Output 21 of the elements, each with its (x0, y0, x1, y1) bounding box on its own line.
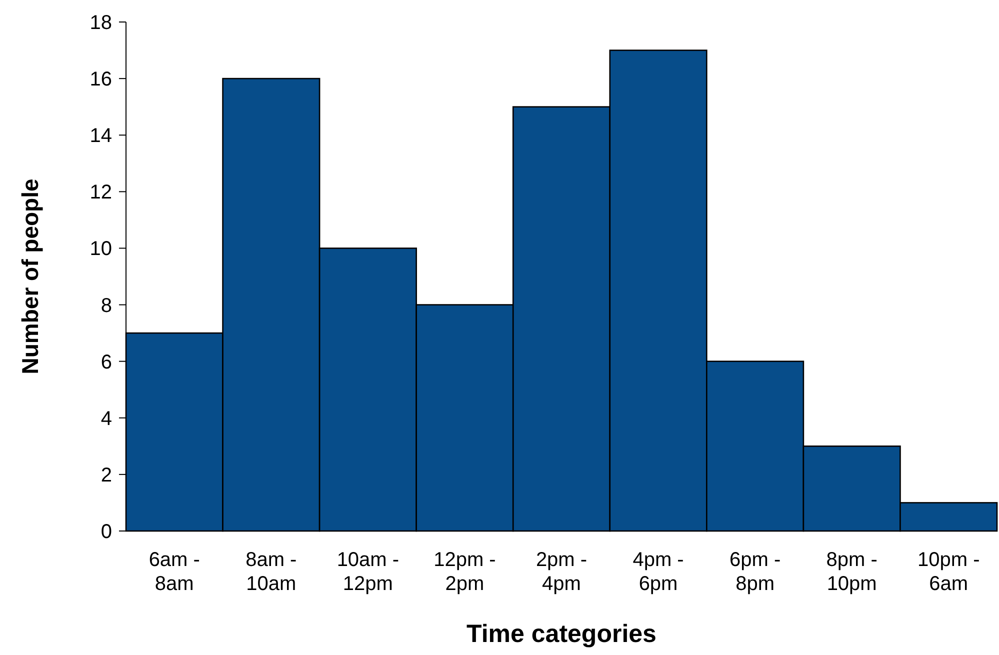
y-tick-label: 10 (90, 238, 112, 260)
x-tick-label: 6pm - 8pm (729, 549, 781, 595)
y-tick-label: 14 (90, 125, 112, 148)
y-tick-label: 2 (100, 464, 112, 486)
y-tick-label: 4 (100, 408, 112, 430)
y-tick-label: 0 (100, 521, 112, 543)
x-tick-label: 6am - 8am (148, 549, 200, 595)
x-tick-label: 10pm - 6am (917, 549, 980, 595)
x-tick-label: 2pm - 4pm (536, 549, 588, 595)
x-axis-title: Time categories (466, 620, 656, 648)
x-tick-label: 12pm - 2pm (434, 549, 496, 595)
y-tick-label: 6 (100, 351, 112, 374)
x-tick-label: 8am - 10am (246, 549, 297, 595)
y-tick-label: 16 (90, 68, 112, 91)
y-tick-label: 18 (90, 12, 112, 34)
y-tick-label: 12 (90, 182, 112, 204)
x-tick-label: 4pm - 6pm (632, 549, 684, 595)
y-axis-title: Number of people (17, 178, 43, 374)
x-tick-label: 8pm - 10pm (826, 549, 878, 595)
y-tick-label: 8 (100, 294, 112, 317)
x-tick-label: 10am - 12pm (336, 549, 400, 595)
